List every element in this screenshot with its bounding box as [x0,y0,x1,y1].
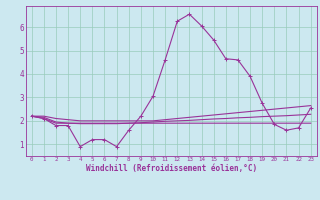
X-axis label: Windchill (Refroidissement éolien,°C): Windchill (Refroidissement éolien,°C) [86,164,257,173]
